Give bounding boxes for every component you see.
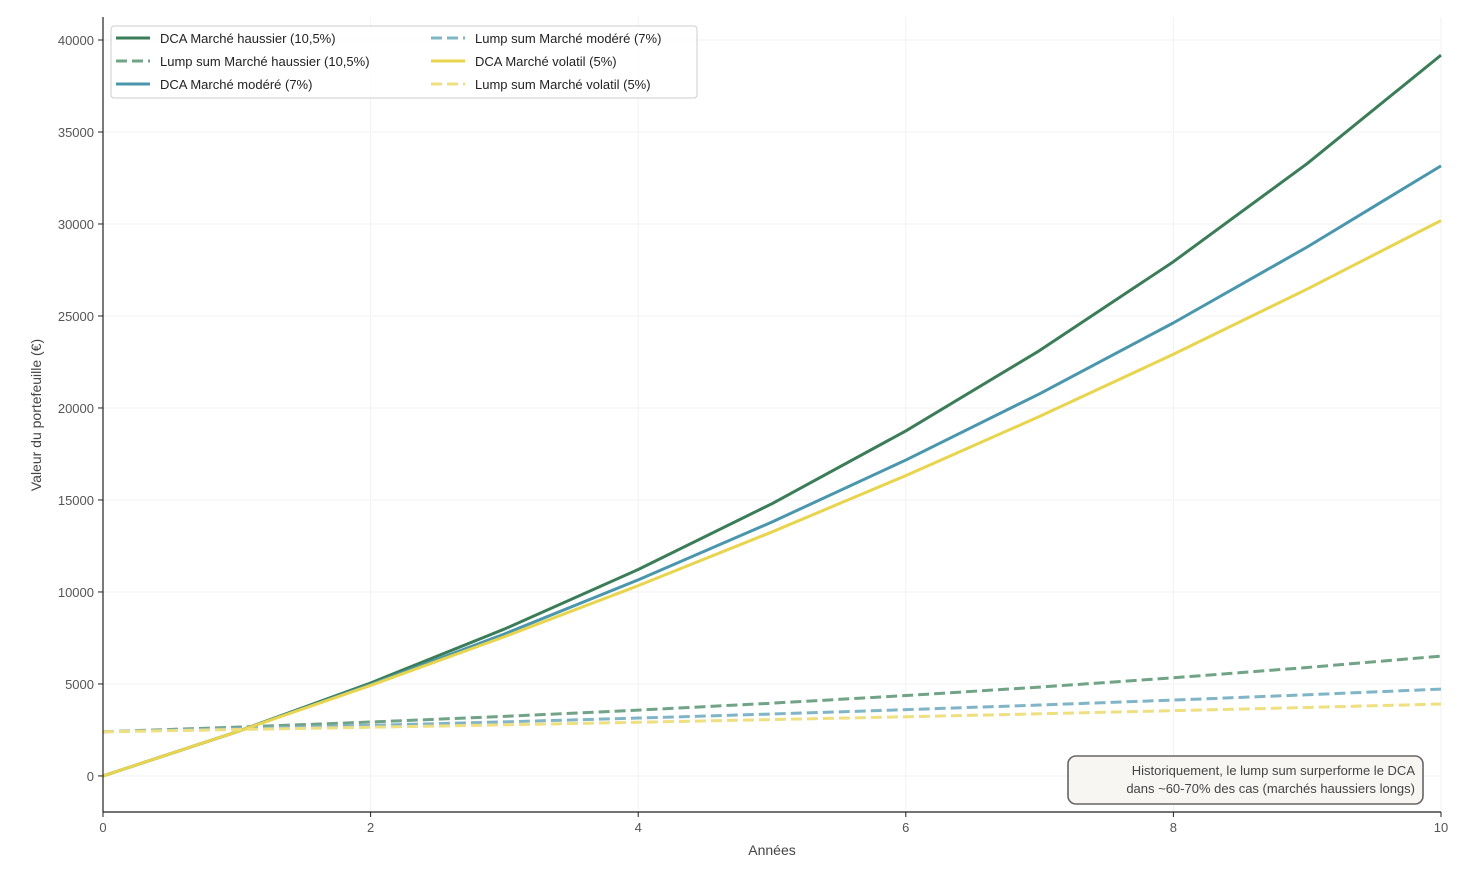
y-tick-label: 25000 (58, 309, 94, 324)
y-tick-label: 40000 (58, 33, 94, 48)
series-line-4 (102, 219, 1442, 778)
legend-label: Lump sum Marché modéré (7%) (475, 31, 661, 46)
series-line-0 (102, 53, 1442, 778)
x-tick-label: 0 (99, 820, 106, 835)
y-tick-label: 10000 (58, 585, 94, 600)
grid (102, 17, 1442, 812)
x-tick-label: 4 (635, 820, 642, 835)
y-axis-label: Valeur du portefeuille (€) (28, 339, 44, 491)
legend-label: Lump sum Marché haussier (10,5%) (160, 54, 370, 69)
legend-label: Lump sum Marché volatil (5%) (475, 77, 651, 92)
x-tick-label: 2 (367, 820, 374, 835)
series-line-1 (102, 654, 1442, 734)
legend-frame (110, 25, 698, 99)
x-axis-label: Années (748, 842, 795, 858)
x-tick-label: 8 (1170, 820, 1177, 835)
series-lines (102, 53, 1442, 778)
x-ticks: 0 2 4 6 8 10 (99, 812, 1448, 835)
x-tick-label: 6 (902, 820, 909, 835)
y-tick-label: 30000 (58, 217, 94, 232)
y-ticks: 0 5000 10000 15000 20000 25000 30000 35000 40000 (58, 33, 103, 784)
annotation-line-1: Historiquement, le lump sum surperforme … (1132, 763, 1416, 778)
legend-label: DCA Marché modéré (7%) (160, 77, 312, 92)
legend-label: DCA Marché volatil (5%) (475, 54, 617, 69)
legend: DCA Marché haussier (10,5%) Lump sum Marc… (110, 25, 698, 99)
y-tick-label: 15000 (58, 493, 94, 508)
y-tick-label: 5000 (65, 677, 94, 692)
y-tick-label: 0 (87, 769, 94, 784)
annotation-line-2: dans ~60-70% des cas (marchés haussiers … (1126, 781, 1415, 796)
x-tick-label: 10 (1434, 820, 1448, 835)
y-tick-label: 20000 (58, 401, 94, 416)
axes (102, 17, 1441, 813)
y-tick-label: 35000 (58, 125, 94, 140)
annotation-box: Historiquement, le lump sum surperforme … (1067, 755, 1424, 805)
legend-label: DCA Marché haussier (10,5%) (160, 31, 336, 46)
